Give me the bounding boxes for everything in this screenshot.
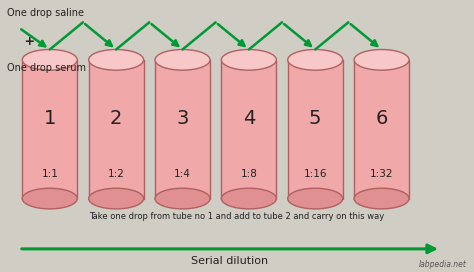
- Text: 6: 6: [375, 109, 388, 128]
- Bar: [89, 60, 144, 199]
- Text: Serial dilution: Serial dilution: [191, 256, 268, 266]
- Bar: [221, 60, 276, 199]
- Ellipse shape: [155, 50, 210, 70]
- Bar: [155, 60, 210, 199]
- Text: One drop serum: One drop serum: [7, 63, 86, 73]
- Text: 1:16: 1:16: [303, 169, 327, 179]
- Text: +: +: [7, 35, 35, 48]
- Text: 1:32: 1:32: [370, 169, 393, 179]
- Ellipse shape: [89, 50, 144, 70]
- Text: 1:4: 1:4: [174, 169, 191, 179]
- Ellipse shape: [221, 50, 276, 70]
- Text: 1:8: 1:8: [240, 169, 257, 179]
- Ellipse shape: [22, 50, 77, 70]
- Ellipse shape: [221, 188, 276, 209]
- Bar: [288, 60, 343, 199]
- Ellipse shape: [354, 188, 409, 209]
- Ellipse shape: [89, 188, 144, 209]
- Text: 3: 3: [176, 109, 189, 128]
- Ellipse shape: [22, 188, 77, 209]
- Text: Take one drop from tube no 1 and add to tube 2 and carry on this way: Take one drop from tube no 1 and add to …: [90, 212, 384, 221]
- Ellipse shape: [288, 188, 343, 209]
- Text: 5: 5: [309, 109, 321, 128]
- Text: 1:2: 1:2: [108, 169, 125, 179]
- Text: 2: 2: [110, 109, 122, 128]
- Bar: [354, 60, 409, 199]
- Text: 1:1: 1:1: [41, 169, 58, 179]
- Ellipse shape: [155, 188, 210, 209]
- Ellipse shape: [354, 50, 409, 70]
- Ellipse shape: [288, 50, 343, 70]
- Text: 4: 4: [243, 109, 255, 128]
- Text: labpedia.net: labpedia.net: [419, 260, 467, 269]
- Bar: [22, 60, 77, 199]
- Text: One drop saline: One drop saline: [7, 8, 84, 18]
- Text: 1: 1: [44, 109, 56, 128]
